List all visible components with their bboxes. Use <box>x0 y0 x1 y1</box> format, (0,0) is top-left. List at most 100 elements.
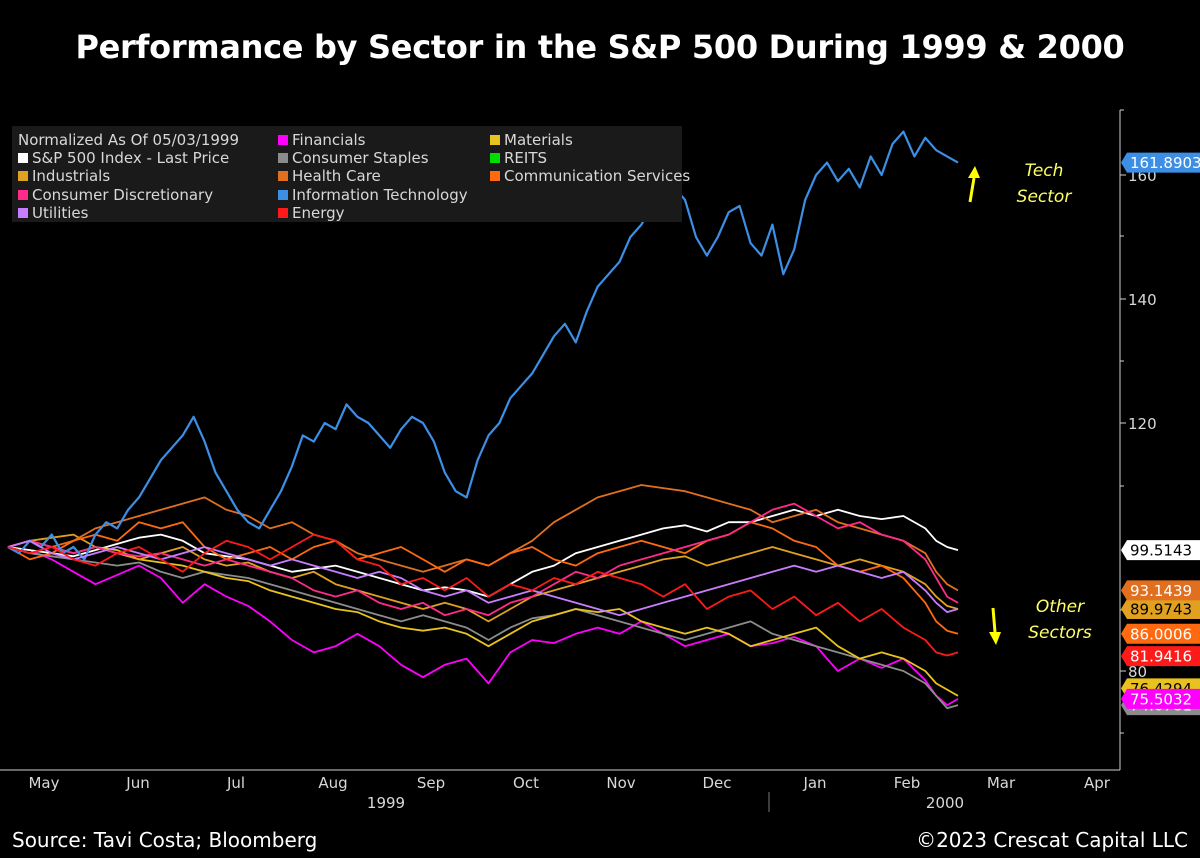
tech-annotation-line-1: Tech <box>1024 161 1064 181</box>
last-value-tag-bg-7 <box>1121 623 1200 644</box>
series-line-10 <box>7 539 959 617</box>
legend-header: Normalized As Of 05/03/1999 <box>18 131 239 149</box>
x-tick-label-10: Mar <box>987 774 1016 792</box>
legend-item-0: S&P 500 Index - Last Price <box>18 149 229 167</box>
chart-title: Performance by Sector in the S&P 500 Dur… <box>75 28 1125 66</box>
series-line-9 <box>7 130 959 561</box>
legend: Normalized As Of 05/03/1999 S&P 500 Inde… <box>12 126 690 222</box>
legend-label-11: Communication Services <box>504 167 691 185</box>
last-value-tag-3: 75.5032 <box>1121 688 1200 709</box>
series-line-5 <box>7 533 959 623</box>
legend-item-7: Information Technology <box>278 186 468 204</box>
last-value-tag-7: 86.0006 <box>1121 623 1200 644</box>
legend-label-4: Financials <box>292 131 366 149</box>
last-value-tag-bg-8 <box>1121 152 1200 173</box>
legend-swatch-1 <box>18 171 28 181</box>
legend-label-0: S&P 500 Index - Last Price <box>32 149 230 167</box>
last-value-tag-text-7: 86.0006 <box>1130 625 1192 643</box>
last-value-tag-bg-5 <box>1121 599 1200 619</box>
copyright-note: ©2023 Crescat Capital LLC <box>916 828 1188 852</box>
legend-item-1: Industrials <box>18 167 110 185</box>
tech-sector-annotation: Tech Sector <box>1004 158 1084 210</box>
legend-item-11: Communication Services <box>490 167 690 185</box>
legend-item-2: Consumer Discretionary <box>18 186 213 204</box>
last-value-tag-1: 81.9416 <box>1121 646 1200 667</box>
other-annotation-line-2: Sectors <box>1028 623 1092 643</box>
y-tick-label-1: 120 <box>1128 415 1157 433</box>
legend-item-5: Consumer Staples <box>278 149 429 167</box>
last-value-tag-bg-4 <box>1121 540 1200 561</box>
x-tick-label-2: Jul <box>226 774 245 792</box>
x-tick-label-4: Sep <box>417 774 445 792</box>
legend-item-8: Energy <box>278 204 345 222</box>
legend-swatch-10 <box>490 153 500 163</box>
last-value-tag-text-5: 89.9743 <box>1130 601 1192 619</box>
series-line-6 <box>7 484 959 592</box>
last-value-tag-text-8: 161.8903 <box>1130 154 1200 172</box>
x-tick-label-8: Jan <box>802 774 826 792</box>
last-value-tag-text-6: 93.1439 <box>1130 582 1192 600</box>
legend-item-4: Financials <box>278 131 366 149</box>
legend-label-2: Consumer Discretionary <box>32 186 214 204</box>
last-value-tag-text-4: 99.5143 <box>1130 542 1192 560</box>
x-tick-label-1: Jun <box>125 774 149 792</box>
last-value-tag-6: 93.1439 <box>1121 580 1200 601</box>
legend-swatch-2 <box>18 190 28 200</box>
series-line-0 <box>7 546 959 706</box>
up-arrow-head <box>968 166 980 178</box>
last-value-tag-bg-1 <box>1121 646 1200 667</box>
legend-label-8: Energy <box>292 204 345 222</box>
legend-label-1: Industrials <box>32 167 111 185</box>
x-tick-label-3: Aug <box>318 774 347 792</box>
series-line-3 <box>7 539 959 697</box>
down-arrow-shaft <box>991 607 997 633</box>
y-tick-label-0: 80 <box>1128 663 1147 681</box>
legend-item-6: Health Care <box>278 167 381 185</box>
last-value-tag-text-3: 75.5032 <box>1130 690 1192 708</box>
year-label-1999: 1999 <box>367 794 405 812</box>
legend-swatch-9 <box>490 135 500 145</box>
legend-item-9: Materials <box>490 131 573 149</box>
last-value-tag-5: 89.9743 <box>1121 599 1200 619</box>
legend-label-5: Consumer Staples <box>292 149 429 167</box>
legend-swatch-5 <box>278 153 288 163</box>
other-sectors-annotation: Other Sectors <box>1020 594 1100 646</box>
legend-swatch-4 <box>278 135 288 145</box>
series-line-7 <box>7 521 959 635</box>
last-value-tag-8: 161.8903 <box>1121 152 1200 173</box>
x-tick-label-6: Nov <box>606 774 635 792</box>
last-value-tag-4: 99.5143 <box>1121 540 1200 561</box>
legend-label-3: Utilities <box>32 204 89 222</box>
last-value-tag-text-1: 81.9416 <box>1130 648 1192 666</box>
legend-item-3: Utilities <box>18 204 88 222</box>
series-line-2 <box>7 546 959 710</box>
source-note: Source: Tavi Costa; Bloomberg <box>12 828 318 852</box>
legend-item-10: REITS <box>490 149 547 167</box>
up-arrow-shaft <box>968 177 976 203</box>
legend-swatch-6 <box>278 171 288 181</box>
legend-swatch-0 <box>18 153 28 163</box>
other-annotation-line-1: Other <box>1035 597 1085 617</box>
legend-label-10: REITS <box>504 149 548 167</box>
legend-swatch-3 <box>18 208 28 218</box>
down-arrow-head <box>989 632 1001 645</box>
legend-swatch-7 <box>278 190 288 200</box>
plot-lines <box>7 130 959 710</box>
series-line-11 <box>7 533 959 657</box>
x-tick-label-7: Dec <box>702 774 731 792</box>
tech-annotation-line-2: Sector <box>1016 187 1072 207</box>
legend-swatch-8 <box>278 208 288 218</box>
last-value-tag-bg-6 <box>1121 580 1200 601</box>
legend-label-7: Information Technology <box>292 186 468 204</box>
annotation-arrows <box>968 166 1001 645</box>
legend-swatch-11 <box>490 171 500 181</box>
x-tick-label-0: May <box>28 774 59 792</box>
x-tick-label-9: Feb <box>894 774 921 792</box>
legend-label-9: Materials <box>504 131 573 149</box>
last-value-tag-bg-3 <box>1121 688 1200 709</box>
x-tick-label-5: Oct <box>513 774 539 792</box>
last-value-labels: 76.429481.941674.078175.503299.514389.97… <box>1121 152 1200 716</box>
year-label-2000: 2000 <box>926 794 964 812</box>
